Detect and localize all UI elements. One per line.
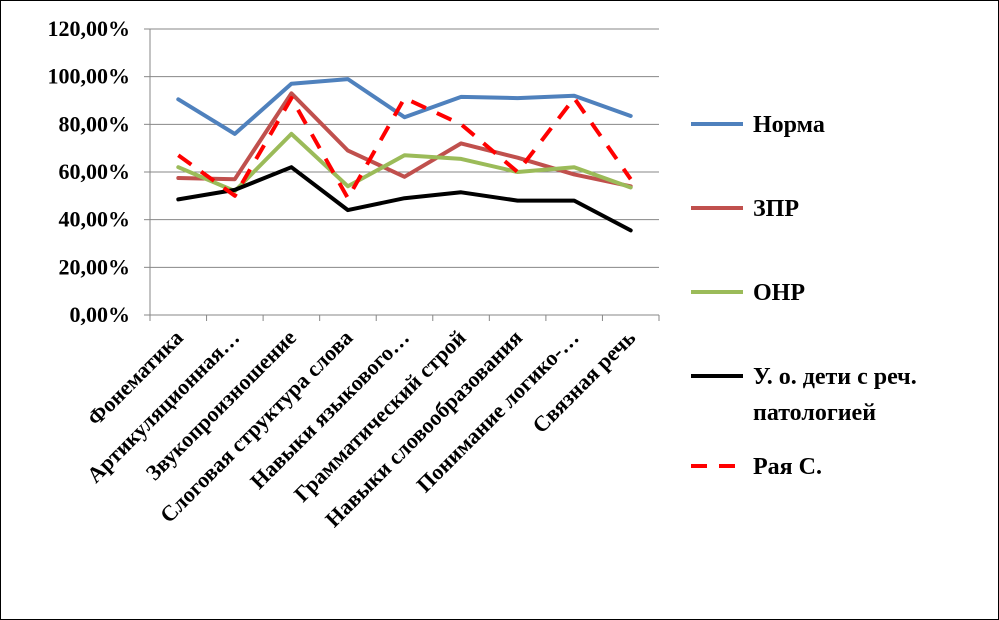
series-line-5: [177, 96, 633, 201]
y-tick-label: 0,00%: [70, 302, 131, 327]
legend-label: Рая С.: [753, 454, 822, 480]
legend-label: У. о. дети с реч.: [753, 364, 917, 390]
series-line-1: [176, 77, 633, 136]
legend-label: ОНР: [753, 280, 805, 306]
y-tick-label: 120,00%: [48, 16, 131, 41]
legend: Норма ЗПР ОНР У. о. дети с реч. патологией Ра…: [691, 112, 917, 480]
series-lines: [176, 77, 633, 233]
y-tick-label: 40,00%: [59, 207, 131, 232]
series-line-3: [176, 131, 633, 194]
y-tick-label: 60,00%: [59, 159, 131, 184]
y-tick-label: 100,00%: [48, 64, 131, 89]
grid-lines: [150, 28, 659, 268]
axes: [144, 28, 660, 321]
y-tick-labels: 0,00% 20,00% 40,00% 60,00% 80,00% 100,00% 120,…: [48, 16, 131, 327]
series-line-4: [176, 165, 633, 233]
y-tick-label: 80,00%: [59, 111, 131, 136]
legend-label: патологией: [753, 400, 876, 426]
x-tick-labels: ФонематикаАртикуляционная…Звукопроизноше…: [82, 325, 641, 532]
legend-label: ЗПР: [753, 196, 799, 222]
legend-label: Норма: [753, 112, 825, 138]
y-tick-label: 20,00%: [59, 254, 131, 279]
